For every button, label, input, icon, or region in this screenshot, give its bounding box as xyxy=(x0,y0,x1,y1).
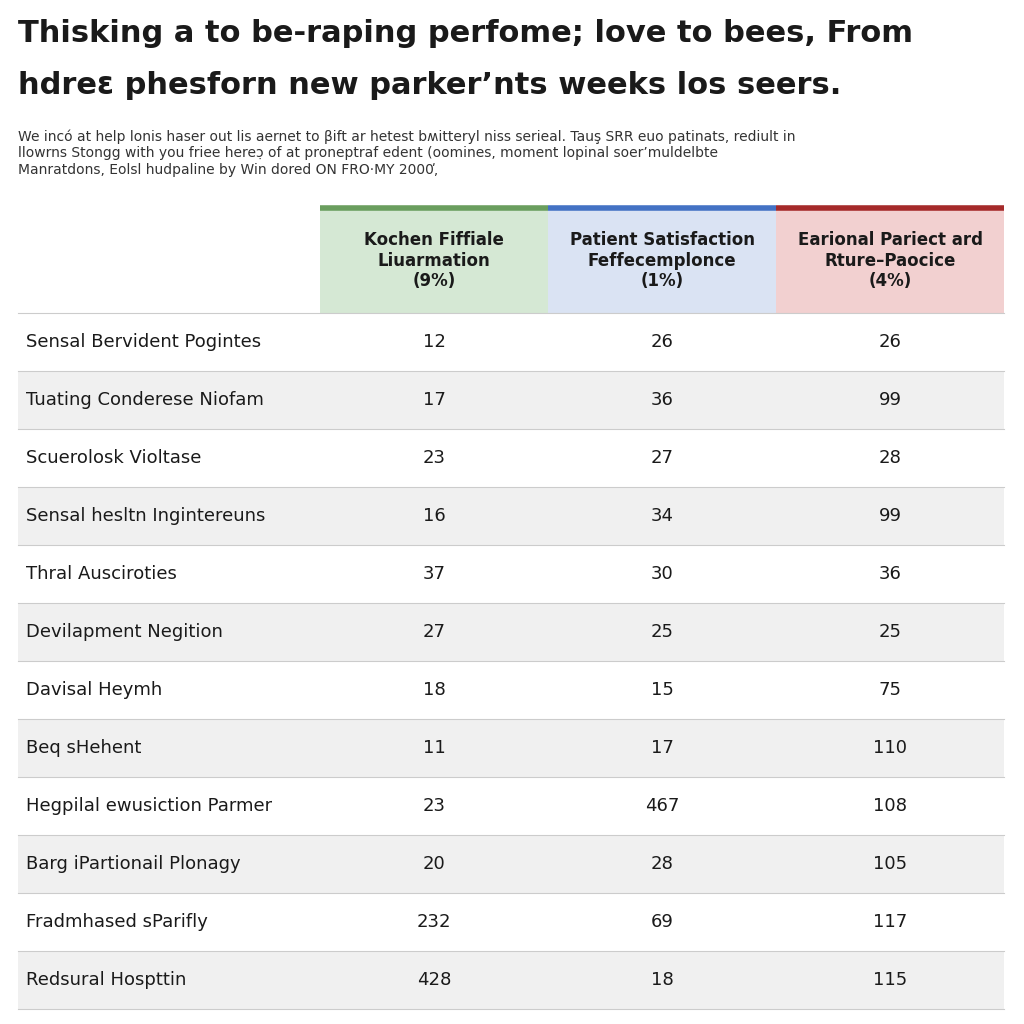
Text: 75: 75 xyxy=(879,681,901,699)
Text: 27: 27 xyxy=(650,449,674,467)
Text: 99: 99 xyxy=(879,391,901,409)
Text: 36: 36 xyxy=(879,565,901,583)
Text: Devilapment Negition: Devilapment Negition xyxy=(26,623,223,641)
Bar xyxy=(18,313,1004,371)
Bar xyxy=(18,951,1004,1009)
Text: We incó at help lonis haser out lis aernet to βift ar hetest bʍitteryl niss seri: We incó at help lonis haser out lis aern… xyxy=(18,129,796,143)
Text: 105: 105 xyxy=(872,855,907,873)
Text: 25: 25 xyxy=(879,623,901,641)
Bar xyxy=(18,487,1004,545)
Text: 20: 20 xyxy=(423,855,445,873)
Text: Redsural Hospttin: Redsural Hospttin xyxy=(26,971,186,989)
Text: 17: 17 xyxy=(650,739,674,757)
Text: 15: 15 xyxy=(650,681,674,699)
Text: 25: 25 xyxy=(650,623,674,641)
Text: 117: 117 xyxy=(872,913,907,931)
Text: 18: 18 xyxy=(650,971,674,989)
Bar xyxy=(548,208,776,313)
Text: 28: 28 xyxy=(650,855,674,873)
Text: 23: 23 xyxy=(423,449,445,467)
Text: 11: 11 xyxy=(423,739,445,757)
Text: Patient Satisfaction
Feffecemplonce
(1%): Patient Satisfaction Feffecemplonce (1%) xyxy=(569,230,755,290)
Text: 17: 17 xyxy=(423,391,445,409)
Text: Fradmhased sParifly: Fradmhased sParifly xyxy=(26,913,208,931)
Text: 428: 428 xyxy=(417,971,452,989)
Text: Davisal Heymh: Davisal Heymh xyxy=(26,681,162,699)
Text: 30: 30 xyxy=(650,565,674,583)
Text: 110: 110 xyxy=(873,739,907,757)
Bar xyxy=(18,429,1004,487)
Text: Sensal Bervident Pogintes: Sensal Bervident Pogintes xyxy=(26,333,261,351)
Text: 69: 69 xyxy=(650,913,674,931)
Text: 36: 36 xyxy=(650,391,674,409)
Bar xyxy=(18,603,1004,662)
Text: 28: 28 xyxy=(879,449,901,467)
Text: 16: 16 xyxy=(423,507,445,525)
Text: 37: 37 xyxy=(423,565,445,583)
Text: 232: 232 xyxy=(417,913,452,931)
Text: Sensal hesltn Ingintereuns: Sensal hesltn Ingintereuns xyxy=(26,507,265,525)
Text: 26: 26 xyxy=(650,333,674,351)
Text: Beq sHehent: Beq sHehent xyxy=(26,739,141,757)
Text: Barg iPartionail Plonagy: Barg iPartionail Plonagy xyxy=(26,855,241,873)
Text: 23: 23 xyxy=(423,797,445,815)
Bar xyxy=(319,208,548,313)
Text: hdreε phesforn new parkerʼnts weeks los seers.: hdreε phesforn new parkerʼnts weeks los … xyxy=(18,71,842,100)
Text: llowrns Stongg with you friee hereɔ̣ of at proneptraf edent (oomines, moment lop: llowrns Stongg with you friee hereɔ̣ of … xyxy=(18,146,718,160)
Text: 12: 12 xyxy=(423,333,445,351)
Text: Kochen Fiffiale
Liuarmation
(9%): Kochen Fiffiale Liuarmation (9%) xyxy=(365,230,504,290)
Bar xyxy=(18,719,1004,777)
Bar xyxy=(18,777,1004,835)
Text: 115: 115 xyxy=(872,971,907,989)
Text: Hegpilal ewusiction Parmer: Hegpilal ewusiction Parmer xyxy=(26,797,272,815)
Bar xyxy=(18,545,1004,603)
Text: 99: 99 xyxy=(879,507,901,525)
Text: Earional Pariect ard
Rture–Paocice
(4%): Earional Pariect ard Rture–Paocice (4%) xyxy=(798,230,982,290)
Bar xyxy=(18,835,1004,893)
Text: 467: 467 xyxy=(645,797,679,815)
Text: 18: 18 xyxy=(423,681,445,699)
Text: Scuerolosk Violtase: Scuerolosk Violtase xyxy=(26,449,202,467)
Text: 108: 108 xyxy=(873,797,907,815)
Text: 27: 27 xyxy=(423,623,445,641)
Bar xyxy=(18,662,1004,719)
Bar xyxy=(776,208,1004,313)
Text: Thisking a to be-raping perfome; love to bees, From: Thisking a to be-raping perfome; love to… xyxy=(18,19,913,48)
Text: 26: 26 xyxy=(879,333,901,351)
Text: 34: 34 xyxy=(650,507,674,525)
Text: Thral Ausciroties: Thral Ausciroties xyxy=(26,565,177,583)
Text: Manratdons, Eolsl hudpaline by Win dored ON FRO·MY 2000̕,: Manratdons, Eolsl hudpaline by Win dored… xyxy=(18,163,438,177)
Bar xyxy=(18,371,1004,429)
Text: Tuating Conderese Niofam: Tuating Conderese Niofam xyxy=(26,391,264,409)
Bar xyxy=(18,893,1004,951)
